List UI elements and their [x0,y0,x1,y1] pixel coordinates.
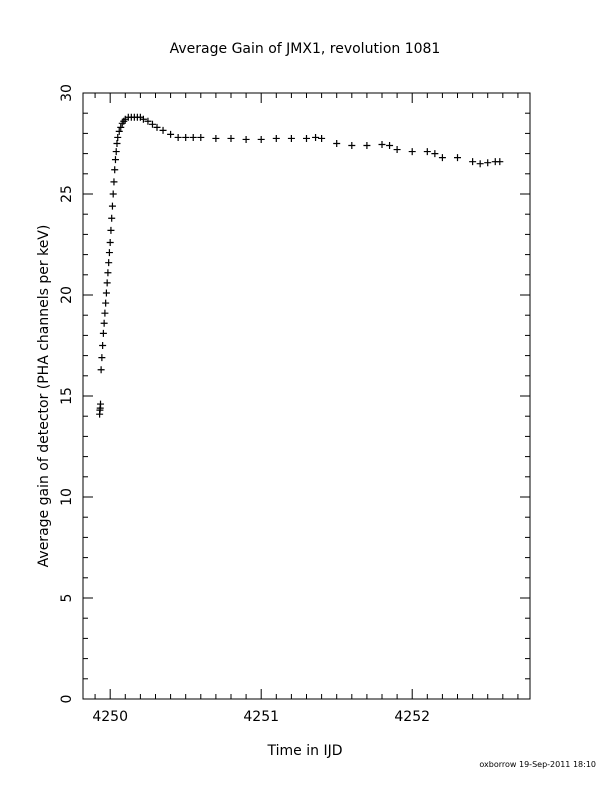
y-axis-label: Average gain of detector (PHA channels p… [36,225,52,568]
data-point [113,140,121,147]
y-tick-label: 5 [59,594,75,603]
data-point [257,135,265,143]
x-tick-label: 4250 [92,709,128,725]
data-point [431,150,439,158]
footer-credit: oxborrow 19-Sep-2011 18:10 [479,760,596,769]
data-point [496,158,504,166]
data-point [182,133,190,141]
data-point [386,142,394,150]
data-point [197,133,205,141]
x-tick-label: 4252 [394,709,430,725]
data-point [476,160,484,168]
data-point [272,134,280,142]
data-point [111,156,119,164]
data-point [107,226,115,234]
data-point [117,123,125,131]
y-tick-label: 10 [59,488,75,506]
data-point [469,158,477,166]
data-point [111,166,119,174]
data-point [100,319,108,327]
data-point [101,309,109,317]
data-point [105,249,113,257]
y-tick-label: 30 [59,84,75,102]
data-point [102,299,110,307]
data-point [97,400,105,408]
data-markers [96,113,504,418]
data-point [108,214,116,222]
data-point [393,146,401,154]
data-point [454,154,462,162]
y-tick-label: 0 [59,695,75,704]
data-point [159,126,167,134]
axis-ticks [83,92,530,700]
data-point [363,142,371,150]
data-point [99,329,107,337]
tick-labels: 0 5 10 15 20 25 30 4250 4251 4252 [59,84,430,725]
data-point [115,127,123,135]
x-tick-label: 4251 [243,709,279,725]
data-point [144,117,152,125]
data-point [148,120,156,128]
data-point [423,148,431,156]
data-point [102,289,110,297]
data-point [97,366,105,374]
y-tick-label: 25 [59,185,75,203]
data-point [153,123,161,131]
chart-title: Average Gain of JMX1, revolution 1081 [170,41,441,57]
data-point [105,259,113,267]
data-point [174,133,182,141]
data-point [333,140,341,147]
plot-frame [82,92,531,700]
data-point [227,134,235,142]
y-tick-label: 15 [59,387,75,405]
data-point [110,178,118,186]
data-point [103,279,111,287]
data-point [139,115,147,123]
data-point [108,202,116,210]
data-point [104,269,112,277]
data-point [114,133,122,141]
data-point [99,342,107,349]
data-point [106,238,114,246]
data-point [189,133,197,141]
data-point [312,133,320,141]
data-point [287,134,295,142]
data-point [348,142,356,150]
data-point [98,354,106,362]
data-point [318,134,326,142]
data-point [408,148,416,156]
x-axis-label: Time in IJD [267,743,343,759]
data-point [378,141,386,149]
data-point [303,134,310,142]
data-point [438,154,446,162]
data-point [167,130,175,138]
data-point [242,135,250,143]
data-point [112,148,120,156]
y-tick-label: 20 [59,286,75,304]
data-point [484,159,492,167]
data-point [212,134,220,142]
data-point [109,190,117,198]
